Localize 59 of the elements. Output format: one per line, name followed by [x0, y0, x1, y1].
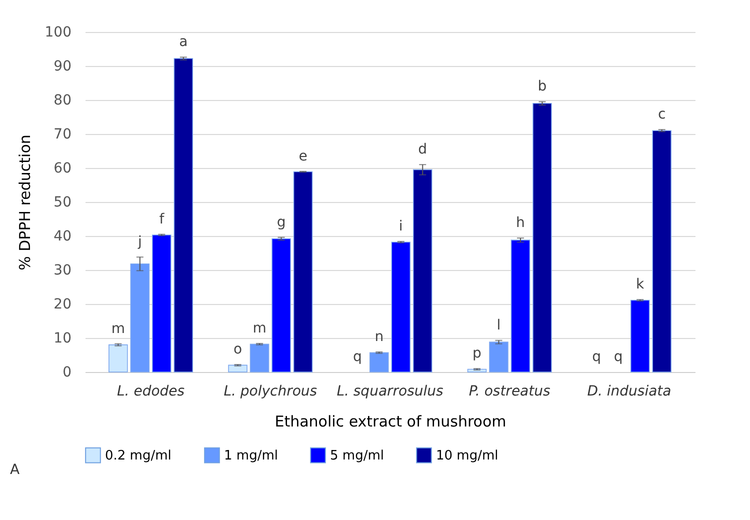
- y-tick-label: 10: [54, 330, 72, 346]
- annotation: m: [111, 320, 125, 337]
- annotation: b: [538, 78, 547, 95]
- bar: [510, 240, 530, 372]
- y-tick-label: 60: [54, 160, 72, 176]
- y-axis-title: % DPPH reduction: [16, 134, 34, 270]
- annotation: q: [592, 349, 602, 365]
- legend-label: 0.2 mg/ml: [105, 448, 172, 464]
- x-tick-label: P. ostreatus: [468, 384, 550, 400]
- y-tick-label: 90: [54, 58, 72, 74]
- bar: [293, 171, 313, 372]
- bar: [652, 130, 672, 372]
- y-tick-label: 80: [54, 92, 72, 108]
- bar: [369, 352, 389, 372]
- x-tick-label: L. edodes: [117, 384, 185, 400]
- annotation: j: [136, 234, 142, 250]
- y-tick-label: 40: [54, 228, 72, 244]
- y-tick-label: 30: [54, 262, 72, 278]
- legend-label: 5 mg/ml: [330, 448, 384, 464]
- annotation: o: [233, 342, 242, 358]
- annotation: q: [352, 349, 362, 365]
- y-tick-label: 50: [54, 194, 72, 210]
- bar: [108, 344, 128, 372]
- annotation: k: [636, 276, 646, 293]
- y-tick-label: 70: [54, 126, 72, 142]
- y-tick-label: 100: [44, 24, 72, 40]
- x-tick-label: L. squarrosulus: [336, 384, 444, 400]
- bar: [532, 103, 552, 372]
- legend-label: 1 mg/ml: [224, 448, 278, 464]
- bar: [130, 263, 150, 372]
- y-tick-label: 0: [62, 364, 72, 380]
- bar: [489, 342, 508, 372]
- bar: [228, 364, 248, 372]
- x-tick-label: D. indusiata: [587, 384, 672, 400]
- annotation: h: [516, 215, 525, 232]
- bar: [412, 169, 432, 372]
- text: A: [10, 462, 20, 478]
- x-axis-title: Ethanolic extract of mushroom: [274, 412, 506, 430]
- annotation: q: [614, 349, 623, 365]
- annotation: l: [496, 317, 501, 334]
- annotation: i: [398, 218, 403, 234]
- legend-label: 10 mg/ml: [436, 448, 498, 464]
- annotation: d: [418, 142, 428, 158]
- annotation: p: [472, 346, 482, 362]
- bar: [630, 300, 650, 372]
- annotation: n: [374, 328, 384, 345]
- bar: [391, 242, 411, 372]
- bar: [174, 58, 194, 372]
- bar: [272, 238, 291, 372]
- annotation: a: [179, 34, 188, 50]
- y-tick-label: 20: [54, 296, 72, 312]
- annotation: f: [159, 211, 166, 228]
- annotation: c: [658, 106, 666, 123]
- annotation: g: [276, 214, 286, 230]
- annotation: m: [252, 320, 266, 336]
- bar: [152, 234, 172, 372]
- annotation: e: [298, 148, 308, 164]
- bar: [250, 344, 270, 372]
- x-tick-label: L. polychrous: [224, 384, 318, 400]
